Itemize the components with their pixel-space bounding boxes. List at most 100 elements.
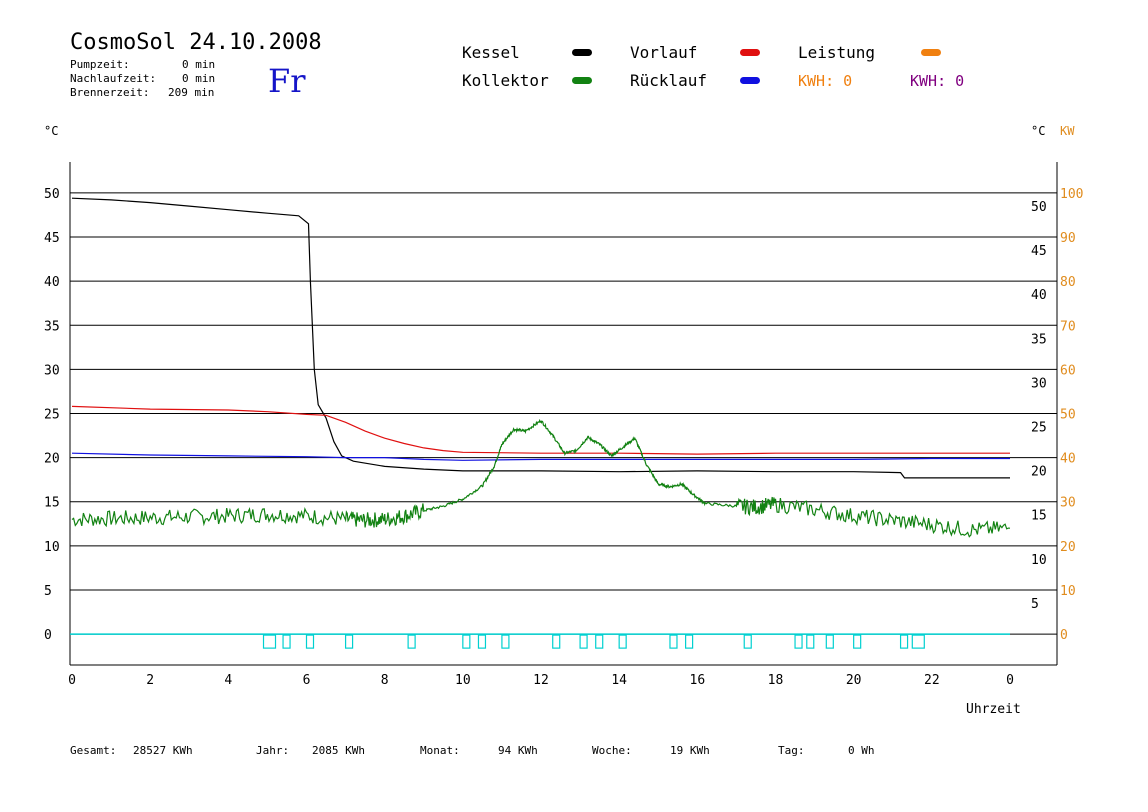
y-tick-kw: 70 [1060, 319, 1076, 334]
y-tick-kw: 30 [1060, 496, 1076, 511]
y-axis-kw-unit: KW [1060, 124, 1075, 138]
nachlauf-label: Nachlaufzeit: [70, 72, 157, 85]
legend-kessel-swatch [572, 49, 592, 56]
pump-mark [911, 634, 925, 649]
y-tick-left: 5 [44, 584, 52, 599]
y-tick-right: 20 [1031, 465, 1047, 480]
y-tick-left: 15 [44, 496, 60, 511]
y-tick-left: 45 [44, 231, 60, 246]
jahr-value: 2085 KWh [312, 744, 365, 757]
y-tick-kw: 10 [1060, 584, 1076, 599]
y-tick-kw: 40 [1060, 452, 1076, 467]
x-tick: 2 [146, 673, 154, 688]
pump-marks [70, 633, 1010, 649]
gesamt-label: Gesamt: [70, 744, 117, 757]
y-tick-left: 50 [44, 187, 60, 202]
y-tick-left: 25 [44, 408, 60, 423]
pump-mark [501, 634, 510, 649]
legend-ruecklauf-swatch [740, 77, 760, 84]
pump-label: Pumpzeit: [70, 58, 130, 71]
x-tick: 22 [924, 673, 940, 688]
pump-mark [669, 634, 678, 649]
y-axis-left-unit: °C [44, 124, 59, 138]
y-axis-right-unit: °C [1031, 124, 1046, 138]
y-tick-right: 35 [1031, 332, 1047, 347]
kwh-secondary: KWH: 0 [910, 72, 965, 90]
x-tick: 10 [455, 673, 471, 688]
series-vorlauf [71, 405, 1010, 455]
y-tick-left: 40 [44, 275, 60, 290]
series-kessel [71, 197, 1010, 479]
pump-mark [407, 634, 416, 649]
pump-mark [794, 634, 803, 649]
y-tick-left: 30 [44, 363, 60, 378]
x-tick: 0 [68, 673, 76, 688]
y-tick-kw: 0 [1060, 628, 1068, 643]
pump-mark [853, 634, 862, 649]
jahr-label: Jahr: [256, 744, 290, 757]
pump-mark [685, 634, 694, 649]
woche-value: 19 KWh [670, 744, 710, 757]
series-ruecklauf [71, 452, 1010, 461]
x-tick: 12 [533, 673, 549, 688]
series-lines [71, 197, 1011, 538]
weekday: Fr [268, 62, 306, 100]
tick-labels: 5045403530252015105050454035302520151051… [44, 187, 1083, 688]
x-tick: 6 [303, 673, 311, 688]
chart-title: CosmoSol 24.10.2008 [70, 30, 322, 55]
monat-label: Monat: [420, 744, 460, 757]
tag-value: 0 Wh [848, 744, 875, 757]
pump-mark [282, 634, 291, 649]
kwh-leistung: KWH: 0 [798, 72, 853, 90]
x-tick: 4 [224, 673, 232, 688]
brenner-label: Brennerzeit: [70, 86, 150, 99]
y-tick-kw: 90 [1060, 231, 1076, 246]
brenner-value: 209 min [168, 86, 215, 99]
y-tick-right: 30 [1031, 376, 1047, 391]
x-tick: 8 [381, 673, 389, 688]
y-tick-kw: 80 [1060, 275, 1076, 290]
pump-mark [262, 634, 277, 649]
pump-mark [305, 634, 315, 649]
series-kollektor [71, 418, 1011, 538]
y-tick-right: 5 [1031, 597, 1039, 612]
pump-mark [462, 634, 471, 649]
y-tick-left: 0 [44, 628, 52, 643]
legend-kollektor-swatch [572, 77, 592, 84]
pump-mark [477, 634, 487, 649]
legend-ruecklauf: Rücklauf [630, 71, 708, 90]
legend-vorlauf-swatch [740, 49, 760, 56]
y-tick-kw: 50 [1060, 408, 1076, 423]
pump-mark [552, 634, 561, 649]
grid [70, 192, 1057, 635]
monat-value: 94 KWh [498, 744, 538, 757]
x-axis-label: Uhrzeit [966, 702, 1021, 717]
x-tick: 16 [690, 673, 706, 688]
y-tick-right: 10 [1031, 553, 1047, 568]
x-tick: 18 [768, 673, 784, 688]
y-tick-left: 10 [44, 540, 60, 555]
y-tick-right: 45 [1031, 244, 1047, 259]
pump-value: 0 min [182, 58, 216, 71]
woche-label: Woche: [592, 744, 632, 757]
pump-mark [743, 634, 752, 649]
x-tick: 20 [846, 673, 862, 688]
tag-label: Tag: [778, 744, 805, 757]
legend-leistung-swatch [921, 49, 941, 56]
pump-mark [344, 634, 354, 649]
y-tick-kw: 60 [1060, 363, 1076, 378]
y-tick-right: 40 [1031, 288, 1047, 303]
legend-leistung: Leistung [798, 43, 876, 62]
pump-mark [806, 634, 815, 649]
y-tick-right: 50 [1031, 200, 1047, 215]
axes [69, 162, 1058, 666]
y-tick-right: 25 [1031, 421, 1047, 436]
y-tick-right: 15 [1031, 509, 1047, 524]
pump-mark [579, 634, 588, 649]
y-tick-kw: 20 [1060, 540, 1076, 555]
legend-kessel: Kessel [462, 43, 520, 62]
gesamt-value: 28527 KWh [133, 744, 193, 757]
nachlauf-value: 0 min [182, 72, 216, 85]
y-tick-kw: 100 [1060, 187, 1083, 202]
